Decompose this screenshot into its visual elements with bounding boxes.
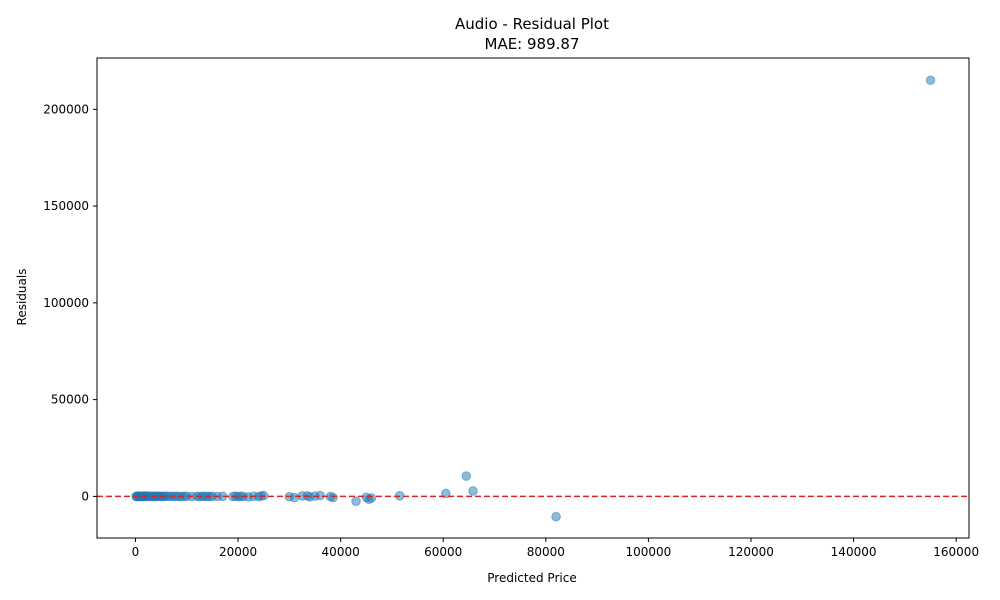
x-tick-label: 40000 xyxy=(322,545,360,559)
x-tick-label: 0 xyxy=(132,545,140,559)
y-tick-label: 150000 xyxy=(43,199,89,213)
data-point xyxy=(551,511,561,522)
y-tick-label: 0 xyxy=(81,489,89,503)
y-tick-label: 50000 xyxy=(51,393,89,407)
x-tick-label: 20000 xyxy=(219,545,257,559)
y-tick-label: 200000 xyxy=(43,102,89,116)
data-point xyxy=(289,492,300,503)
data-point xyxy=(366,493,377,503)
data-point xyxy=(315,490,325,501)
x-tick-label: 80000 xyxy=(527,545,565,559)
x-tick-label: 60000 xyxy=(424,545,462,559)
x-axis-label: Predicted Price xyxy=(487,571,576,585)
plot-frame xyxy=(96,57,970,539)
x-tick-label: 100000 xyxy=(626,545,672,559)
data-point xyxy=(328,492,338,503)
data-point xyxy=(925,75,936,86)
data-point xyxy=(351,496,361,507)
x-tick-label: 120000 xyxy=(728,545,774,559)
data-point xyxy=(461,471,472,481)
chart-subtitle: MAE: 989.87 xyxy=(485,35,580,53)
chart-title: Audio - Residual Plot xyxy=(455,15,609,33)
data-point xyxy=(441,488,451,499)
x-tick-label: 140000 xyxy=(831,545,877,559)
plot-area: 0 20000 40000 60000 80000 100000 120000 140000 1… xyxy=(43,57,979,559)
y-tick-label: 100000 xyxy=(43,296,89,310)
data-point xyxy=(468,486,478,496)
data-point xyxy=(258,490,269,501)
x-tick-label: 160000 xyxy=(933,545,979,559)
y-axis-label: Residuals xyxy=(15,269,29,326)
